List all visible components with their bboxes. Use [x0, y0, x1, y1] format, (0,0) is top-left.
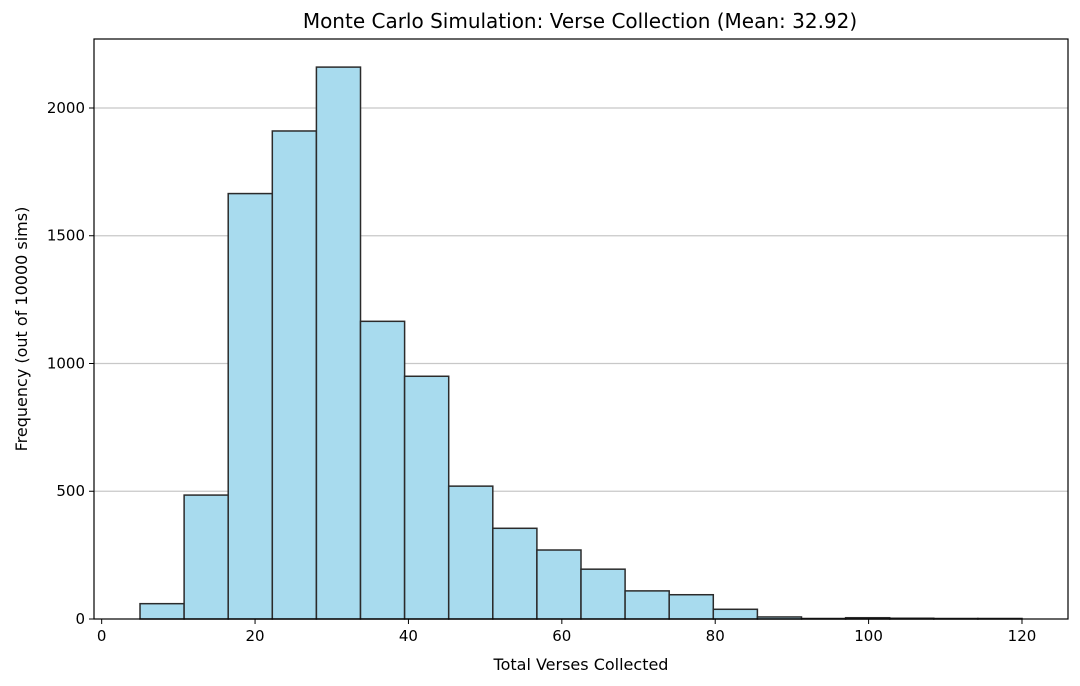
x-tick-label-40: 40 [399, 627, 418, 645]
x-tick-label-80: 80 [706, 627, 725, 645]
x-axis-label: Total Verses Collected [493, 655, 669, 674]
bar-8 [447, 485, 494, 620]
x-tick-label-0: 0 [97, 627, 107, 645]
bar-7 [403, 375, 450, 620]
y-tick-label-1500: 1500 [47, 227, 85, 245]
y-tick-label-0: 0 [75, 610, 85, 628]
bar-9 [492, 527, 538, 620]
bar-5 [315, 66, 362, 620]
bar-11 [580, 568, 626, 620]
x-axis-ticks: 0 20 40 60 80 100 120 [97, 619, 1036, 645]
bar-14 [712, 608, 759, 620]
y-tick-label-500: 500 [56, 482, 85, 500]
bar-2 [183, 494, 229, 620]
bar-4 [271, 130, 318, 620]
bar-12 [624, 590, 670, 620]
y-axis-label: Frequency (out of 10000 sims) [12, 207, 31, 452]
x-tick-label-100: 100 [854, 627, 883, 645]
y-axis-ticks: 0 500 1000 1500 2000 [47, 99, 94, 628]
chart-title: Monte Carlo Simulation: Verse Collection… [303, 9, 857, 33]
x-tick-label-60: 60 [552, 627, 571, 645]
y-tick-label-2000: 2000 [47, 99, 85, 117]
bar-1 [139, 602, 185, 620]
bars [139, 66, 1023, 620]
plot-frame [93, 38, 1069, 620]
x-tick-label-20: 20 [246, 627, 265, 645]
bar-10 [536, 549, 582, 620]
bar-13 [668, 593, 715, 620]
bar-6 [359, 320, 406, 620]
y-tick-label-1000: 1000 [47, 354, 85, 372]
bar-3 [227, 192, 274, 620]
x-tick-label-120: 120 [1008, 627, 1037, 645]
